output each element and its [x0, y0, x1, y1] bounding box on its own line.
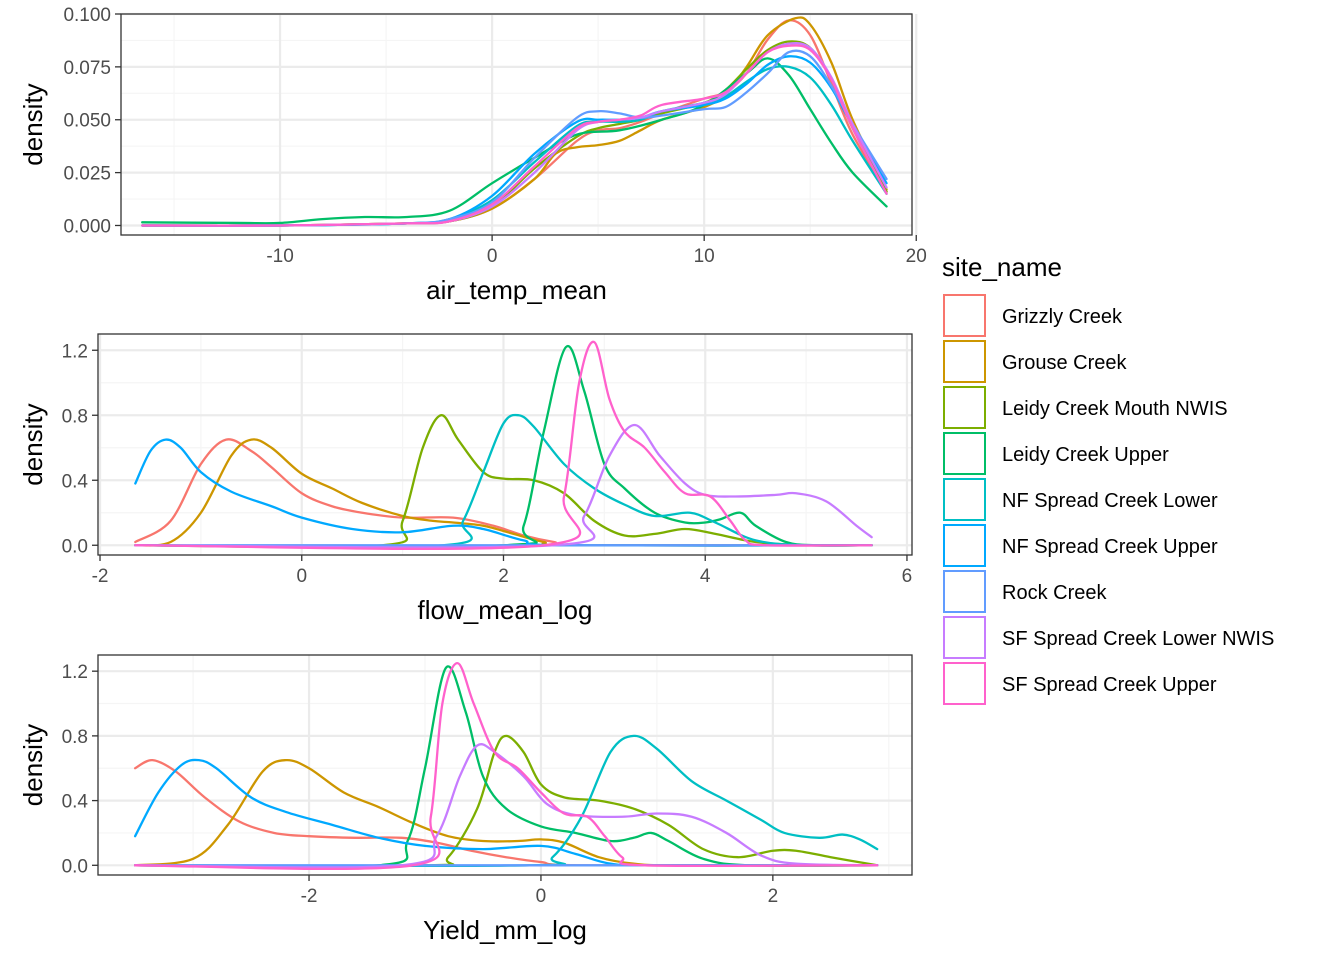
series-line-nf-spread-creek-upper [134, 438, 873, 547]
y-tick-label: 0.100 [63, 5, 111, 26]
series-line-leidy-creek-upper [134, 344, 873, 548]
panel-border [97, 333, 913, 556]
legend-label: Leidy Creek Mouth NWIS [1002, 398, 1228, 420]
legend: site_name Grizzly Creek Grouse Creek Leidy… [942, 252, 1274, 705]
x-axis-title: Yield_mm_log [423, 915, 587, 945]
series-group [141, 16, 888, 227]
y-tick-label: 1.2 [62, 662, 88, 683]
legend-item-leidy-creek-upper: Leidy Creek Upper [943, 432, 1169, 475]
panel-border [120, 13, 913, 236]
legend-label: SF Spread Creek Upper [1002, 674, 1217, 696]
x-tick-label: 0 [536, 886, 547, 907]
y-tick-label: 0.025 [63, 164, 111, 185]
chart-panel-1: -10 0 10 20 0.000 0.025 0.050 0.075 0.100 air_tem… [18, 5, 927, 305]
y-tick-label: 0.050 [63, 111, 111, 132]
legend-label: Leidy Creek Upper [1002, 444, 1169, 466]
x-tick-label: 4 [700, 566, 711, 587]
y-tick-label: 0.000 [63, 216, 111, 237]
series-group [134, 340, 873, 551]
legend-items: Grizzly Creek Grouse Creek Leidy Creek Mou… [943, 294, 1274, 705]
series-line-sf-spread-creek-lower-nwis [134, 423, 873, 549]
legend-item-leidy-creek-mouth-nwis: Leidy Creek Mouth NWIS [943, 386, 1228, 429]
legend-key [943, 616, 986, 659]
legend-key [943, 662, 986, 705]
x-tick-label: -2 [301, 886, 318, 907]
legend-label: NF Spread Creek Upper [1002, 536, 1218, 558]
legend-item-grizzly-creek: Grizzly Creek [943, 294, 1123, 337]
series-group [133, 661, 879, 871]
panel-border [97, 654, 913, 876]
x-tick-label: 0 [296, 566, 307, 587]
x-tick-label: 6 [902, 566, 913, 587]
panel-background [98, 655, 912, 875]
panels: -10 0 10 200.0000.0250.0500.0750.100air_tem… [18, 5, 927, 945]
legend-label: Grizzly Creek [1002, 306, 1123, 328]
x-tick-label: 10 [694, 246, 715, 267]
legend-item-grouse-creek: Grouse Creek [943, 340, 1127, 383]
series-line-sf-spread-creek-upper [141, 44, 888, 227]
legend-key [943, 294, 986, 337]
y-tick-label: 0.0 [62, 856, 88, 877]
series-line-nf-spread-creek-lower [134, 413, 873, 549]
panel-background [98, 334, 912, 555]
series-line-leidy-creek-mouth-nwis [133, 734, 879, 868]
series-line-sf-spread-creek-upper [134, 340, 873, 551]
series-line-leidy-creek-upper [133, 665, 879, 869]
x-tick-label: 2 [498, 566, 509, 587]
y-tick-label: 0.4 [62, 471, 89, 492]
x-tick-label: -10 [266, 246, 293, 267]
legend-label: SF Spread Creek Lower NWIS [1002, 628, 1274, 650]
chart-panel-3: -2 0 2 0.0 0.4 0.8 1.2 Yield_mm_log density [18, 654, 913, 945]
legend-key [943, 478, 986, 521]
y-tick-label: 0.4 [62, 792, 89, 813]
legend-item-sf-spread-creek-lower-nwis: SF Spread Creek Lower NWIS [943, 616, 1274, 659]
x-axis-title: flow_mean_log [418, 595, 593, 625]
legend-item-sf-spread-creek-upper: SF Spread Creek Upper [943, 662, 1217, 705]
series-line-sf-spread-creek-lower-nwis [133, 743, 879, 869]
y-tick-label: 0.075 [63, 58, 111, 79]
legend-key [943, 340, 986, 383]
y-tick-label: 0.8 [62, 727, 88, 748]
legend-key [943, 524, 986, 567]
legend-key [943, 432, 986, 475]
x-tick-label: -2 [92, 566, 109, 587]
legend-key [943, 570, 986, 613]
series-line-grouse-creek [134, 438, 873, 547]
legend-item-rock-creek: Rock Creek [943, 570, 1107, 613]
x-tick-label: 20 [906, 246, 927, 267]
legend-label: NF Spread Creek Lower [1002, 490, 1218, 512]
legend-item-nf-spread-creek-upper: NF Spread Creek Upper [943, 524, 1218, 567]
chart-panel-2: -2 0 2 4 6 0.0 0.4 0.8 1.2 flow_mean_log density [18, 333, 913, 625]
y-axis-title: density [18, 724, 48, 806]
y-tick-label: 1.2 [62, 341, 88, 362]
x-tick-label: 2 [768, 886, 779, 907]
legend-item-nf-spread-creek-lower: NF Spread Creek Lower [943, 478, 1218, 521]
x-axis-title: air_temp_mean [426, 275, 607, 305]
x-tick-label: 0 [487, 246, 498, 267]
legend-title: site_name [942, 252, 1062, 282]
legend-label: Rock Creek [1002, 582, 1107, 604]
y-tick-label: 0.8 [62, 406, 88, 427]
legend-label: Grouse Creek [1002, 352, 1127, 374]
series-line-sf-spread-creek-upper [133, 661, 879, 871]
legend-key [943, 386, 986, 429]
panel-background [121, 14, 912, 235]
y-tick-label: 0.0 [62, 536, 88, 557]
y-axis-title: density [18, 83, 48, 165]
series-line-nf-spread-creek-upper [133, 758, 879, 867]
series-line-grouse-creek [133, 758, 879, 867]
y-axis-title: density [18, 403, 48, 485]
series-line-leidy-creek-upper [141, 57, 888, 225]
